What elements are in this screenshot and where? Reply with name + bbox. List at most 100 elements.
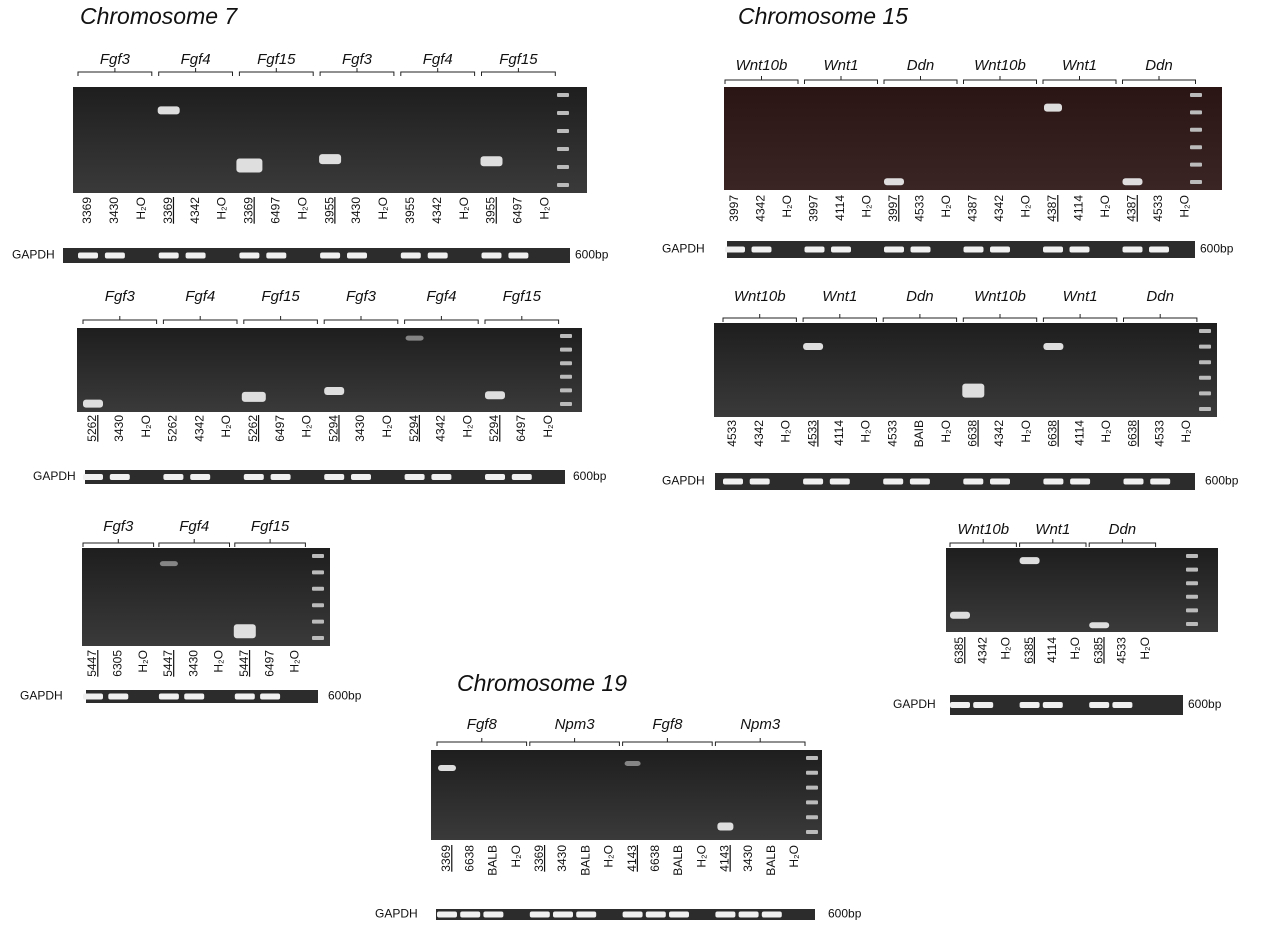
lane-label: 6497 (262, 650, 276, 677)
bracket (78, 68, 152, 76)
gapdh-band (260, 694, 280, 700)
gapdh-band (1089, 702, 1109, 708)
lane-label: 6638 (965, 420, 979, 447)
band (1123, 178, 1143, 185)
lane-label: 4342 (192, 415, 206, 442)
section-title: Chromosome 7 (80, 3, 238, 29)
band (481, 156, 503, 166)
band (950, 612, 970, 619)
gene-label: Ddn (1146, 288, 1174, 305)
gapdh-band (347, 253, 367, 259)
lane-label: 3430 (107, 197, 121, 224)
ladder-band (557, 165, 569, 169)
gene-label: Ddn (907, 57, 935, 74)
band (1043, 343, 1063, 350)
gapdh-band (108, 694, 128, 700)
ladder-band (312, 554, 324, 558)
lane-label: 4387 (966, 195, 980, 222)
ladder-band (312, 603, 324, 607)
gene-label: Fgf15 (503, 288, 542, 305)
figure: Chromosome 7Fgf3Fgf4Fgf15Fgf3Fgf4Fgf1533… (0, 0, 1262, 925)
gapdh-band (911, 247, 931, 253)
ladder-band (1199, 329, 1211, 333)
gapdh-band (1123, 247, 1143, 253)
ladder-band (560, 361, 572, 365)
bracket (1043, 76, 1116, 84)
ladder-band (560, 334, 572, 338)
lane-label: 6638 (1046, 420, 1060, 447)
lane-label: 4342 (188, 197, 202, 224)
gapdh-band (990, 247, 1010, 253)
lane-label: H₂O (212, 650, 226, 673)
lane-label: 4143 (718, 845, 732, 872)
gel-panel: Wnt10bWnt1Ddn63854342H₂O63854114H₂O63854… (893, 521, 1222, 715)
lane-label: H₂O (457, 197, 471, 220)
bracket (235, 539, 306, 547)
loading-control-label: GAPDH (375, 907, 418, 921)
ladder-band (806, 771, 818, 775)
gene-label: Fgf4 (426, 288, 456, 305)
lane-label: 5262 (85, 415, 99, 442)
gapdh-band (553, 912, 573, 918)
bracket (83, 316, 157, 324)
lane-label: 3430 (555, 845, 569, 872)
lane-label: 4114 (1072, 195, 1086, 221)
lane-label: 4342 (992, 195, 1006, 222)
ladder-band (1199, 391, 1211, 395)
ladder-band (1199, 345, 1211, 349)
bracket (883, 314, 956, 322)
gapdh-band (884, 247, 904, 253)
lane-label: H₂O (376, 197, 390, 220)
lane-label: H₂O (295, 197, 309, 220)
bracket (1123, 76, 1196, 84)
gapdh-band (405, 474, 425, 480)
lane-label: 6497 (268, 197, 282, 224)
gapdh-band (324, 474, 344, 480)
gene-label: Wnt1 (1062, 57, 1097, 74)
lane-label: H₂O (380, 415, 394, 438)
lane-label: H₂O (219, 415, 233, 438)
ladder-band (1190, 163, 1202, 167)
gene-label: Npm3 (555, 716, 596, 733)
ladder-band (1199, 376, 1211, 380)
lane-label: 4342 (752, 420, 766, 447)
gene-label: Wnt10b (734, 288, 786, 305)
ladder-band (560, 375, 572, 379)
lane-label: 3997 (727, 195, 741, 222)
band (1020, 557, 1040, 564)
gapdh-band (483, 912, 503, 918)
gel-panel: Fgf3Fgf4Fgf15Fgf3Fgf4Fgf1552623430H₂O526… (33, 288, 607, 484)
ladder-band (1186, 608, 1198, 612)
lane-label: 4342 (992, 420, 1006, 447)
gapdh-band (623, 912, 643, 918)
lane-label: H₂O (939, 420, 953, 443)
ladder-band (1186, 595, 1198, 599)
band (83, 400, 103, 408)
bracket (1124, 314, 1197, 322)
ladder-band (557, 111, 569, 115)
size-marker-label: 600bp (828, 907, 862, 921)
ladder-band (557, 129, 569, 133)
lane-label: H₂O (1178, 195, 1192, 218)
ladder-band (312, 620, 324, 624)
lane-label: 6385 (952, 637, 966, 664)
gel (73, 87, 587, 193)
gapdh-band (1043, 479, 1063, 485)
loading-control-label: GAPDH (33, 469, 76, 483)
gapdh-band (1112, 702, 1132, 708)
ladder-band (1190, 180, 1202, 184)
gene-label: Npm3 (740, 716, 781, 733)
bracket (482, 68, 556, 76)
band (884, 178, 904, 185)
gapdh-band (1070, 247, 1090, 253)
gapdh-band (669, 912, 689, 918)
lane-label: 5447 (85, 650, 99, 677)
bracket (1089, 539, 1155, 547)
gapdh-band (110, 474, 130, 480)
gene-label: Fgf3 (100, 51, 131, 68)
lane-label: 3430 (353, 415, 367, 442)
ladder-band (1186, 554, 1198, 558)
lane-label: 3369 (439, 845, 453, 872)
gapdh-band (431, 474, 451, 480)
gapdh-band (752, 247, 772, 253)
